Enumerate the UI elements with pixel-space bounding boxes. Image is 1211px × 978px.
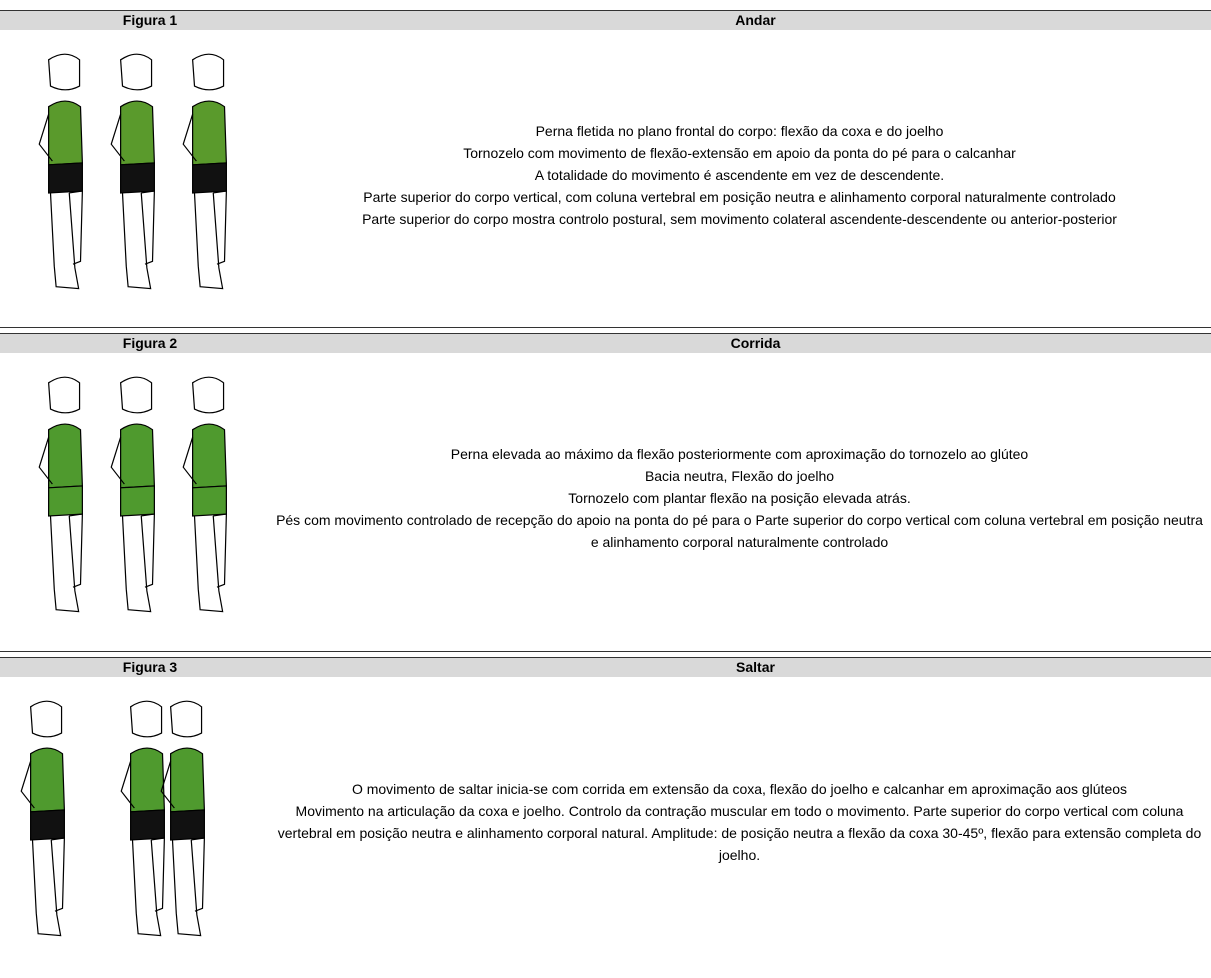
figure-label: Figura 1	[122, 12, 178, 28]
illustration	[38, 376, 228, 613]
description-line: Tornozelo com plantar flexão na posição …	[568, 490, 911, 506]
figure-person	[182, 53, 228, 290]
figure-label: Figura 3	[122, 659, 178, 675]
section: Figura 2 Corrida Perna elevada ao máximo d…	[0, 333, 1211, 652]
description-line: Tornozelo com movimento de flexão-extens…	[463, 145, 1016, 161]
description-line: Pés com movimento controlado de recepção…	[276, 512, 1203, 550]
section-header: Figura 2 Corrida	[0, 333, 1211, 353]
figure-person	[160, 700, 206, 937]
figure-person	[20, 700, 66, 937]
illustration	[38, 53, 228, 290]
description-line: Bacia neutra, Flexão do joelho	[644, 468, 835, 484]
section-body: Perna fletida no plano frontal do corpo:…	[0, 30, 1211, 320]
section-header: Figura 1 Andar	[0, 10, 1211, 30]
section-body: O movimento de saltar inicia-se com corr…	[0, 677, 1211, 967]
illustration	[20, 700, 206, 937]
figure-person	[110, 53, 156, 290]
description-line: A totalidade do movimento é ascendente e…	[534, 167, 945, 183]
figure-person	[110, 376, 156, 613]
description-line: O movimento de saltar inicia-se com corr…	[351, 781, 1128, 797]
description-line: Perna elevada ao máximo da flexão poster…	[450, 446, 1029, 462]
description-line: Parte superior do corpo vertical, com co…	[363, 189, 1116, 205]
figure-person	[38, 53, 84, 290]
figure-illustration	[0, 677, 272, 967]
figure-illustration	[0, 30, 272, 320]
description-line: Parte superior do corpo mostra controlo …	[362, 211, 1117, 227]
figure-illustration	[0, 353, 272, 643]
section-title: Andar	[735, 12, 776, 28]
figure-person	[38, 376, 84, 613]
section-title: Corrida	[730, 335, 781, 351]
description-line: Movimento na articulação da coxa e joelh…	[277, 803, 1202, 863]
section-divider	[0, 651, 1211, 652]
section: Figura 3 Saltar O movimento de saltar inic…	[0, 657, 1211, 967]
section-header: Figura 3 Saltar	[0, 657, 1211, 677]
figure-person	[182, 376, 228, 613]
description: Perna elevada ao máximo da flexão poster…	[272, 353, 1211, 643]
description: O movimento de saltar inicia-se com corr…	[272, 677, 1211, 967]
description-line: Perna fletida no plano frontal do corpo:…	[535, 123, 944, 139]
description: Perna fletida no plano frontal do corpo:…	[272, 30, 1211, 320]
section-body: Perna elevada ao máximo da flexão poster…	[0, 353, 1211, 643]
section-divider	[0, 327, 1211, 328]
figure-label: Figura 2	[122, 335, 178, 351]
section: Figura 1 Andar Perna fletida no plano fron…	[0, 10, 1211, 328]
figure-person	[120, 700, 166, 937]
section-title: Saltar	[736, 659, 775, 675]
